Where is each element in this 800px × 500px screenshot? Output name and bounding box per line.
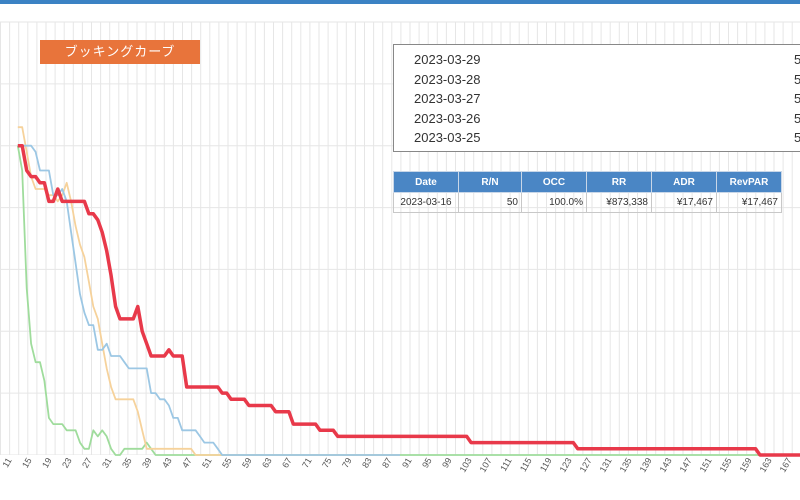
col-header-rn: R/N	[458, 171, 522, 193]
x-tick-label: 43	[160, 456, 174, 470]
cell-adr: ¥17,467	[651, 192, 717, 213]
cell-date: 2023-03-16	[393, 192, 459, 213]
series-line-green	[16, 145, 800, 456]
stats-header-row: Date R/N OCC RR ADR RevPAR	[393, 171, 782, 193]
stats-table: Date R/N OCC RR ADR RevPAR 2023-03-16 50…	[393, 171, 782, 213]
col-header-occ: OCC	[521, 171, 587, 193]
legend-item[interactable]: 2023-03-27 5	[414, 91, 800, 111]
x-tick-label: 35	[120, 456, 134, 470]
x-axis-band	[0, 455, 800, 500]
legend-date: 2023-03-27	[414, 91, 481, 106]
x-tick-label: 99	[440, 456, 454, 470]
col-header-revpar: RevPAR	[716, 171, 782, 193]
x-tick-label: 27	[80, 456, 94, 470]
cell-revpar: ¥17,467	[716, 192, 782, 213]
col-header-adr: ADR	[651, 171, 717, 193]
x-tick-label: 87	[380, 456, 394, 470]
legend-date: 2023-03-29	[414, 52, 481, 67]
cell-rr: ¥873,338	[586, 192, 652, 213]
x-tick-label: 15	[20, 456, 34, 470]
legend-date: 2023-03-25	[414, 130, 481, 145]
x-tick-label: 79	[340, 456, 354, 470]
x-tick-label: 39	[140, 456, 154, 470]
x-tick-label: 95	[420, 456, 434, 470]
legend-item[interactable]: 2023-03-28 5	[414, 72, 800, 92]
x-tick-label: 55	[220, 456, 234, 470]
cell-occ: 100.0%	[521, 192, 587, 213]
legend-item[interactable]: 2023-03-26 5	[414, 111, 800, 131]
x-tick-label: 47	[180, 456, 194, 470]
legend-value: 5	[794, 52, 800, 67]
legend-item[interactable]: 2023-03-29 5	[414, 52, 800, 72]
col-header-date: Date	[393, 171, 459, 193]
x-tick-label: 75	[320, 456, 334, 470]
x-tick-label: 11	[0, 456, 13, 469]
table-row: 2023-03-16 50 100.0% ¥873,338 ¥17,467 ¥1…	[393, 192, 782, 213]
legend-value: 5	[794, 71, 800, 87]
chart-title: ブッキングカーブ	[40, 40, 200, 64]
x-tick-label: 71	[300, 456, 314, 470]
x-tick-label: 83	[360, 456, 374, 470]
cell-rn: 50	[458, 192, 522, 213]
legend-value: 5	[794, 130, 800, 145]
x-tick-label: 19	[40, 456, 54, 470]
series-line-orange	[17, 126, 400, 456]
legend-item[interactable]: 2023-03-25 5	[414, 130, 800, 150]
x-tick-label: 23	[60, 456, 74, 470]
x-tick-label: 59	[240, 456, 254, 470]
top-accent-bar	[0, 0, 800, 4]
x-tick-label: 51	[200, 456, 214, 470]
series-line-blue	[17, 144, 400, 456]
legend-box: 2023-03-29 5 2023-03-28 5 2023-03-27 5 2…	[393, 44, 800, 152]
x-tick-label: 67	[280, 456, 294, 470]
legend-value: 5	[794, 110, 800, 126]
x-tick-label: 31	[100, 456, 114, 470]
legend-value: 5	[794, 91, 800, 106]
legend-date: 2023-03-26	[414, 110, 481, 126]
legend-date: 2023-03-28	[414, 71, 481, 87]
x-tick-label: 63	[260, 456, 274, 470]
series-line-red	[17, 143, 800, 457]
x-tick-label: 91	[400, 456, 414, 470]
col-header-rr: RR	[586, 171, 652, 193]
